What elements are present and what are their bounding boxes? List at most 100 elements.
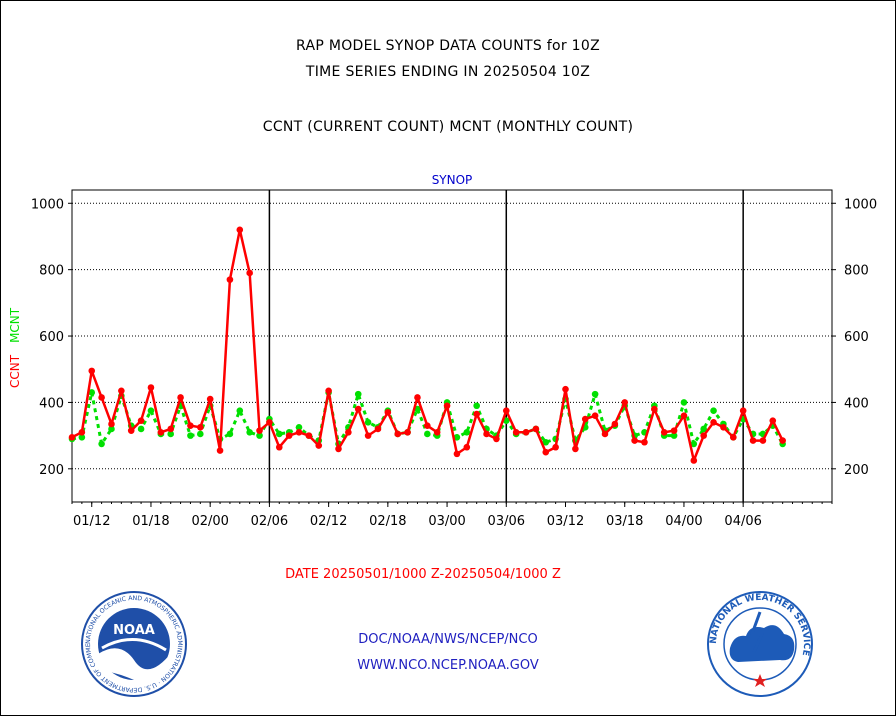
nws-logo: NATIONAL WEATHER SERVICE [707,591,813,697]
data-point-ccnt [572,445,579,453]
data-point-ccnt [779,437,786,444]
plot-area [71,189,833,503]
data-point-ccnt [433,428,441,436]
data-point-ccnt [137,417,145,424]
data-point-ccnt [335,445,342,453]
data-point-ccnt [108,420,115,428]
data-point-mcnt [473,402,480,410]
ytick-label-right: 600 [844,330,869,345]
data-point-mcnt [197,430,204,438]
data-point-ccnt [621,399,629,406]
data-point-mcnt [542,438,550,446]
data-point-ccnt [147,384,155,391]
data-point-ccnt [127,427,135,434]
data-point-ccnt [236,226,244,234]
data-point-mcnt [167,430,175,438]
data-point-mcnt [670,432,678,439]
data-point-mcnt [354,390,362,398]
data-point-ccnt [345,428,352,436]
data-point-mcnt [137,425,145,433]
ytick-label-right: 400 [844,396,869,411]
data-point-mcnt [78,433,86,441]
data-point-ccnt [463,443,471,451]
data-point-ccnt [216,447,224,454]
data-point-ccnt [493,435,500,443]
data-point-ccnt [522,428,530,436]
data-point-mcnt [147,407,155,415]
data-point-ccnt [68,433,76,441]
xtick-label: 02/00 [191,514,228,529]
data-point-mcnt [591,390,599,398]
data-point-ccnt [532,425,540,433]
ytick-label-left: 600 [39,330,64,345]
xtick-label: 03/00 [428,514,465,529]
data-point-ccnt [739,407,747,415]
footer-org-path: DOC/NOAA/NWS/NCEP/NCO [358,632,538,647]
y-axis-label-mcnt: MCNT [8,307,22,343]
data-point-ccnt [364,432,372,439]
xtick-label: 04/06 [724,514,761,529]
data-point-ccnt [680,412,688,420]
data-point-mcnt [680,399,688,406]
data-point-mcnt [453,433,461,441]
data-point-ccnt [670,427,678,434]
data-point-ccnt [502,407,510,415]
ytick-label-left: 200 [39,463,64,478]
x-axis-date-label: DATE 20250501/1000 Z-20250504/1000 Z [285,567,561,582]
data-point-ccnt [157,428,165,436]
xtick-label: 04/00 [665,514,702,529]
data-point-ccnt [414,394,421,401]
data-point-ccnt [690,457,698,464]
data-point-ccnt [98,394,105,401]
data-point-mcnt [256,432,263,439]
data-point-ccnt [453,450,461,458]
data-point-ccnt [542,448,550,456]
data-point-mcnt [98,440,105,448]
data-point-ccnt [631,437,638,444]
data-point-ccnt [88,367,96,375]
data-point-ccnt [177,394,184,401]
data-point-ccnt [197,424,204,431]
ytick-label-left: 800 [39,264,64,279]
data-point-mcnt [690,440,698,448]
chart-title-line-2: TIME SERIES ENDING IN 20250504 10Z [305,64,591,80]
data-point-ccnt [710,419,717,426]
xtick-label: 03/06 [488,514,525,529]
data-point-ccnt [285,432,293,439]
data-point-ccnt [749,437,757,444]
footer-website: WWW.NCO.NCEP.NOAA.GOV [357,658,539,673]
data-point-ccnt [206,395,214,403]
data-point-mcnt [424,430,431,438]
data-point-ccnt [512,428,520,436]
xtick-label: 02/18 [369,514,406,529]
data-point-mcnt [364,419,372,426]
data-point-ccnt [651,405,658,413]
data-point-ccnt [720,424,727,431]
data-point-ccnt [246,269,253,277]
data-point-ccnt [315,442,323,449]
data-point-mcnt [275,430,283,438]
xtick-label: 03/18 [606,514,643,529]
data-point-ccnt [562,385,569,393]
chart-legend-description: CCNT (CURRENT COUNT) MCNT (MONTHLY COUNT… [262,119,634,135]
data-point-mcnt [187,432,194,439]
ytick-label-right: 1000 [844,197,877,212]
noaa-logo: NOAA NATIONAL OCEANIC AND ATMOSPHERIC AD… [80,590,187,697]
series-title-synop: SYNOP [432,173,473,187]
data-point-ccnt [118,387,125,395]
data-point-ccnt [483,430,490,438]
data-point-ccnt [424,422,431,429]
data-point-mcnt [710,407,717,415]
data-point-ccnt [581,415,589,423]
ytick-label-right: 200 [844,463,869,478]
data-point-mcnt [700,425,707,433]
data-point-mcnt [246,428,253,436]
data-point-ccnt [473,410,480,418]
chart-title-line-1: RAP MODEL SYNOP DATA COUNTS for 10Z [296,38,600,54]
data-point-ccnt [394,430,402,438]
y-axis-label: CCNT MCNT [8,307,22,388]
data-point-ccnt [354,405,362,413]
xtick-label: 02/12 [310,514,347,529]
data-point-ccnt [256,427,263,434]
